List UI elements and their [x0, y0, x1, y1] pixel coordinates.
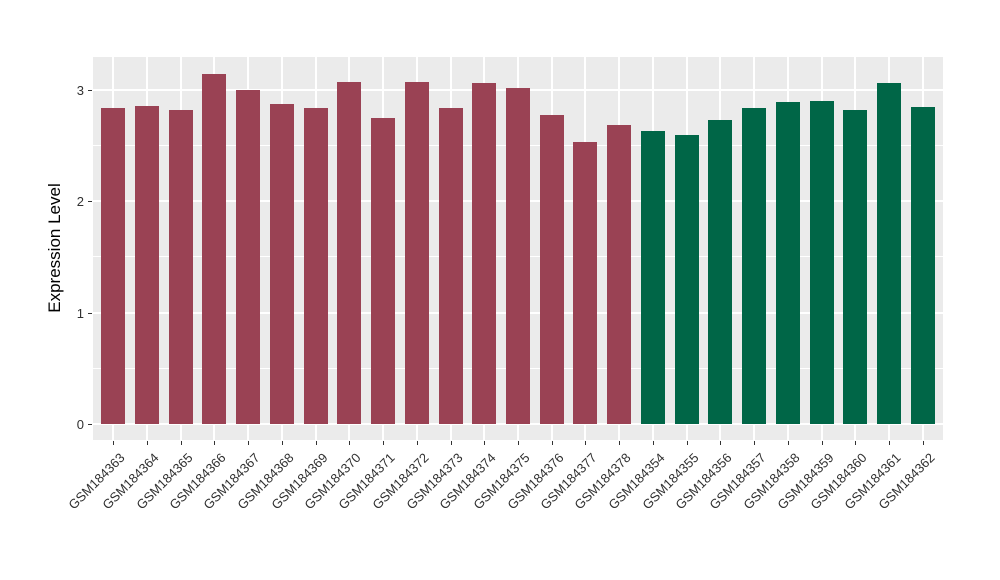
- y-tick-label-2: 2: [76, 194, 84, 209]
- bar-GSM184376: [539, 115, 564, 424]
- x-tick-mark-GSM184356: [720, 441, 722, 445]
- x-tick-mark-GSM184377: [585, 441, 587, 445]
- y-tick-label-3: 3: [76, 82, 84, 98]
- x-tick-mark-GSM184368: [281, 441, 283, 445]
- bar-GSM184368: [269, 103, 294, 424]
- x-tick-mark-GSM184358: [787, 441, 789, 445]
- y-tick-label-0: 0: [76, 417, 84, 432]
- x-tick-mark-GSM184367: [248, 441, 250, 445]
- y-tick-mark-0: [88, 424, 92, 425]
- x-tick-mark-GSM184365: [180, 441, 182, 445]
- bar-GSM184357: [742, 108, 767, 424]
- bar-GSM184356: [708, 119, 733, 424]
- x-tick-mark-GSM184375: [518, 441, 519, 445]
- bar-GSM184371: [371, 118, 396, 424]
- y-tick-mark-1: [88, 312, 92, 314]
- bar-GSM184374: [472, 82, 497, 424]
- x-tick-mark-GSM184378: [619, 441, 621, 445]
- bar-GSM184372: [404, 81, 429, 424]
- x-tick-mark-GSM184360: [855, 441, 857, 445]
- y-tick-label-1: 1: [76, 305, 84, 321]
- bar-GSM184361: [877, 82, 902, 424]
- bar-GSM184365: [168, 109, 193, 424]
- x-tick-mark-GSM184370: [349, 441, 351, 445]
- x-tick-mark-GSM184357: [754, 441, 756, 445]
- x-tick-mark-GSM184355: [686, 441, 688, 445]
- y-tick-mark-3: [88, 89, 92, 91]
- bar-GSM184358: [775, 101, 800, 424]
- bar-GSM184369: [303, 108, 328, 424]
- y-tick-mark-2: [88, 201, 92, 202]
- bar-GSM184362: [910, 107, 935, 424]
- bar-GSM184375: [506, 88, 530, 424]
- bar-GSM184378: [607, 125, 632, 424]
- bar-GSM184354: [640, 130, 665, 424]
- x-tick-mark-GSM184373: [450, 441, 452, 445]
- x-tick-mark-GSM184371: [383, 441, 385, 445]
- bar-GSM184366: [202, 73, 227, 424]
- x-tick-mark-GSM184363: [113, 441, 115, 445]
- bar-GSM184359: [809, 100, 834, 424]
- x-tick-mark-GSM184359: [821, 441, 823, 445]
- x-tick-mark-GSM184354: [652, 441, 654, 445]
- x-tick-mark-GSM184376: [551, 441, 553, 445]
- bar-GSM184355: [674, 135, 699, 424]
- bar-GSM184373: [438, 108, 463, 424]
- x-tick-mark-GSM184374: [484, 441, 486, 445]
- x-tick-mark-GSM184362: [922, 441, 924, 445]
- x-tick-mark-GSM184361: [889, 441, 891, 445]
- x-tick-mark-GSM184364: [146, 441, 148, 445]
- bar-GSM184363: [101, 108, 126, 424]
- bar-GSM184364: [134, 106, 159, 424]
- bar-GSM184367: [236, 89, 261, 424]
- x-tick-mark-GSM184366: [214, 441, 216, 445]
- x-tick-mark-GSM184372: [416, 441, 418, 445]
- x-tick-mark-GSM184369: [315, 441, 317, 445]
- bar-GSM184360: [843, 109, 868, 424]
- bar-GSM184377: [573, 141, 598, 424]
- bar-GSM184370: [337, 81, 362, 424]
- plot-panel: [93, 57, 943, 440]
